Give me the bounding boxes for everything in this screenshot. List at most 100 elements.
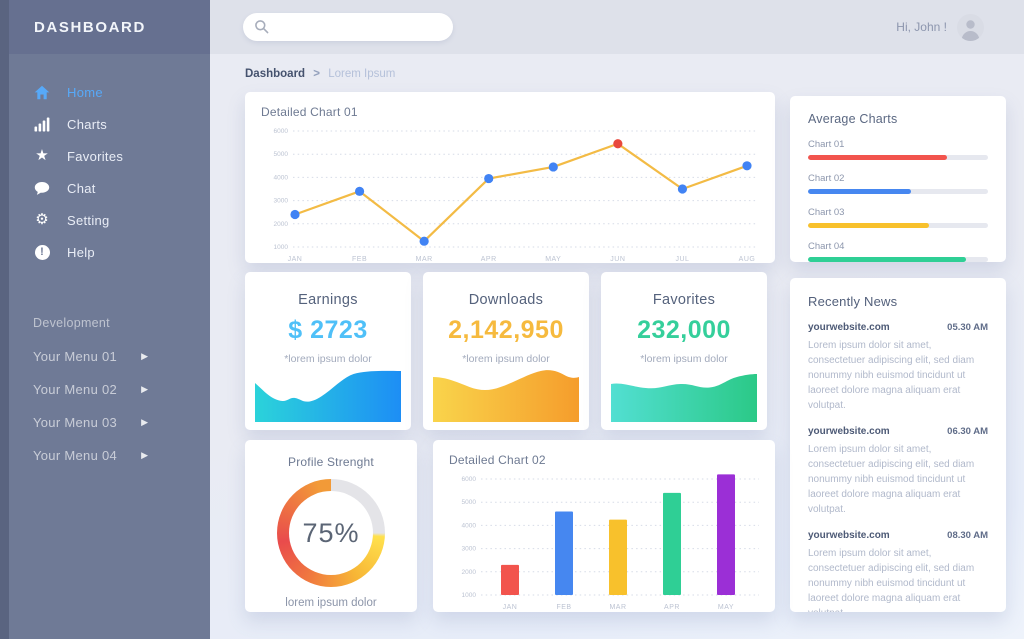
progress-track (808, 223, 988, 228)
search-bar[interactable] (243, 13, 453, 41)
svg-text:6000: 6000 (462, 476, 477, 483)
sidebar-item-label: Home (67, 84, 103, 100)
detailed-chart-01-panel: Detailed Chart 01 1000 2000 3000 4000 5000 60… (245, 92, 775, 263)
sidebar-item-help[interactable]: ! Help (0, 236, 210, 268)
progress-fill (808, 189, 911, 194)
avatar[interactable] (957, 13, 984, 41)
svg-text:1000: 1000 (462, 592, 477, 599)
sidebar-item-label: Favorites (67, 148, 124, 164)
arrow-right-icon: ▶ (141, 450, 148, 460)
news-source-link[interactable]: yourwebsite.com (808, 322, 890, 333)
progress-track (808, 257, 988, 262)
news-body: Lorem ipsum dolor sit amet, consectetuer… (808, 548, 975, 612)
user-greeting: Hi, John ! (896, 20, 947, 34)
progress-track (808, 155, 988, 160)
average-chart-row: Chart 04 (808, 241, 988, 262)
detailed-chart-02-title: Detailed Chart 02 (449, 453, 546, 467)
svg-text:5000: 5000 (274, 151, 289, 158)
sidebar-item-setting[interactable]: ⚙ Setting (0, 204, 210, 236)
average-chart-row: Chart 02 (808, 173, 988, 194)
svg-text:AUG: AUG (739, 256, 756, 263)
news-body: Lorem ipsum dolor sit amet, consectetuer… (808, 444, 975, 515)
help-icon: ! (33, 244, 51, 260)
breadcrumb-current: Lorem Ipsum (328, 68, 396, 80)
average-chart-row: Chart 01 (808, 139, 988, 160)
app-title: DASHBOARD (34, 18, 146, 36)
news-item: yourwebsite.com 05.30 AM Lorem ipsum dol… (808, 322, 988, 413)
favorites-value: 232,000 (637, 316, 731, 344)
sidebar-item-charts[interactable]: Charts (0, 108, 210, 140)
earnings-note: *lorem ipsum dolor (284, 353, 372, 365)
sidebar-nav: Home Charts ★ Favorites (0, 54, 210, 268)
search-icon (254, 19, 270, 35)
svg-text:5000: 5000 (462, 499, 477, 506)
sidebar-item-label: Setting (67, 212, 110, 228)
bar-chart-svg: 1000 2000 3000 4000 5000 6000 JAN FEB MAR APR MAY (462, 474, 759, 611)
svg-text:APR: APR (664, 604, 680, 611)
downloads-note: *lorem ipsum dolor (462, 353, 550, 365)
star-icon: ★ (35, 147, 49, 164)
arrow-right-icon: ▶ (141, 417, 148, 427)
sidebar-submenu: Your Menu 01 ▶ Your Menu 02 ▶ Your Menu … (0, 340, 210, 472)
news-item: yourwebsite.com 06.30 AM Lorem ipsum dol… (808, 426, 988, 517)
svg-text:JUN: JUN (610, 256, 625, 263)
sidebar-item-favorites[interactable]: ★ Favorites (0, 140, 210, 172)
earnings-sparkline (255, 367, 401, 422)
news-item: yourwebsite.com 08.30 AM Lorem ipsum dol… (808, 530, 988, 612)
progress-fill (808, 223, 929, 228)
search-input[interactable] (270, 13, 453, 41)
profile-caption: lorem ipsum dolor (285, 597, 377, 609)
profile-percent: 75% (302, 517, 360, 548)
average-charts-panel: Average Charts Chart 01 Chart 02 Chart 0… (790, 96, 1006, 262)
favorites-card: Favorites 232,000 *lorem ipsum dolor (601, 272, 767, 430)
home-icon (33, 84, 51, 100)
svg-text:MAR: MAR (609, 604, 626, 611)
svg-text:FEB: FEB (556, 604, 571, 611)
breadcrumb: Dashboard > Lorem Ipsum (245, 68, 395, 80)
sidebar-item-chat[interactable]: Chat (0, 172, 210, 204)
sidebar: DASHBOARD Home Charts (0, 0, 210, 639)
news-time: 08.30 AM (947, 530, 988, 541)
svg-text:4000: 4000 (462, 522, 477, 529)
sidebar-item-your-menu-02[interactable]: Your Menu 02 ▶ (33, 382, 148, 397)
profile-strength-title: Profile Strenght (288, 455, 374, 469)
svg-text:2000: 2000 (462, 569, 477, 576)
svg-text:JUL: JUL (675, 256, 689, 263)
breadcrumb-dashboard[interactable]: Dashboard (245, 68, 306, 80)
news-source-link[interactable]: yourwebsite.com (808, 530, 890, 541)
svg-text:4000: 4000 (274, 174, 289, 181)
svg-text:MAY: MAY (718, 604, 734, 611)
breadcrumb-separator: > (313, 68, 320, 80)
recently-news-title: Recently News (808, 294, 898, 309)
user-menu[interactable]: Hi, John ! (896, 0, 984, 54)
bar-chart-icon (33, 116, 51, 132)
svg-text:MAR: MAR (416, 256, 433, 263)
sidebar-item-your-menu-03[interactable]: Your Menu 03 ▶ (33, 415, 148, 430)
chat-icon (33, 180, 51, 196)
svg-text:FEB: FEB (352, 256, 367, 263)
sidebar-item-home[interactable]: Home (0, 76, 210, 108)
arrow-right-icon: ▶ (141, 384, 148, 394)
line-chart-svg: 1000 2000 3000 4000 5000 6000 JAN FEB MAR APR MAY J… (274, 128, 757, 263)
favorites-note: *lorem ipsum dolor (640, 353, 728, 365)
profile-strength-panel: Profile Strenght 75% lorem ipsum dolor (245, 440, 417, 612)
news-body: Lorem ipsum dolor sit amet, consectetuer… (808, 340, 975, 411)
progress-fill (808, 257, 967, 262)
news-time: 05.30 AM (947, 322, 988, 333)
gear-icon: ⚙ (35, 211, 49, 228)
detailed-chart-01-title: Detailed Chart 01 (261, 105, 358, 119)
svg-text:3000: 3000 (274, 198, 289, 205)
earnings-title: Earnings (298, 292, 358, 308)
sidebar-section-development: Development (33, 316, 110, 330)
sidebar-item-your-menu-04[interactable]: Your Menu 04 ▶ (33, 448, 148, 463)
sidebar-item-label: Help (67, 244, 95, 260)
sidebar-item-your-menu-01[interactable]: Your Menu 01 ▶ (33, 349, 148, 364)
earnings-card: Earnings $ 2723 *lorem ipsum dolor (245, 272, 411, 430)
progress-fill (808, 155, 947, 160)
downloads-title: Downloads (468, 292, 544, 308)
svg-text:APR: APR (481, 256, 497, 263)
news-time: 06.30 AM (947, 426, 988, 437)
news-source-link[interactable]: yourwebsite.com (808, 426, 890, 437)
detailed-chart-02-panel: Detailed Chart 02 1000 2000 3000 4000 5000 60… (433, 440, 775, 612)
